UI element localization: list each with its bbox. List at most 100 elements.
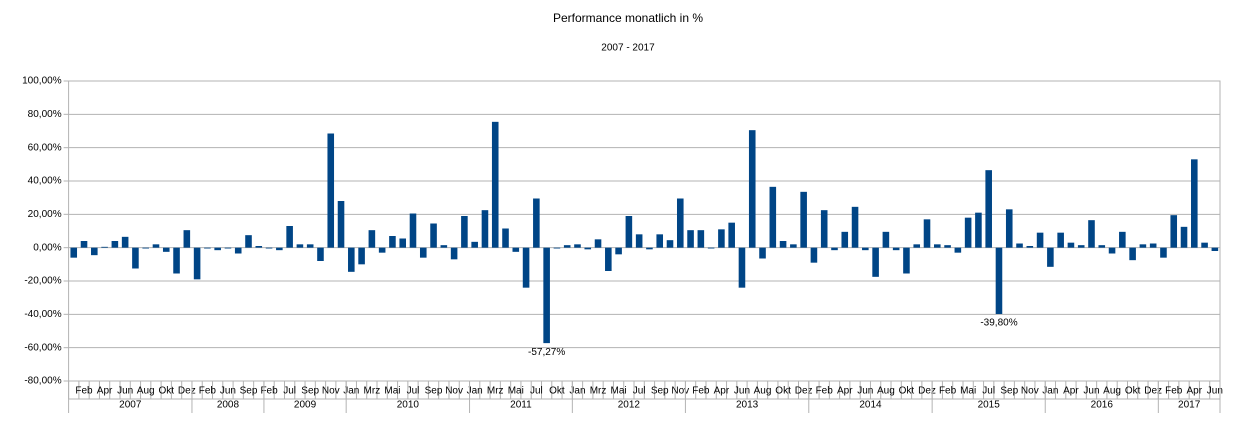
x-tick-label: Aug — [137, 386, 155, 397]
x-tick-label: Jun — [220, 386, 236, 397]
bar — [1098, 245, 1106, 248]
bar — [502, 228, 509, 248]
y-tick-label: 60,00% — [28, 142, 62, 153]
x-tick-label: Feb — [260, 386, 278, 397]
bar — [224, 247, 232, 249]
group-label: 2011 — [510, 400, 532, 411]
group-label: 2010 — [397, 400, 420, 411]
y-tick-label: 20,00% — [28, 209, 62, 220]
bar — [327, 133, 335, 248]
x-tick-label: Okt — [1125, 386, 1141, 397]
bar — [1067, 242, 1075, 248]
bar — [954, 247, 962, 253]
group-label: 2008 — [217, 400, 240, 411]
bar — [1211, 247, 1219, 251]
bar — [553, 247, 561, 249]
x-tick-label: Apr — [1187, 386, 1203, 397]
bar — [800, 191, 807, 248]
bar — [862, 247, 869, 251]
x-tick-label: Jun — [1207, 386, 1223, 397]
bar — [584, 247, 592, 250]
bar — [91, 247, 98, 256]
x-tick-label: Jan — [1042, 386, 1058, 397]
bar — [409, 213, 417, 248]
bar — [265, 247, 273, 249]
x-tick-label: Dez — [918, 386, 936, 397]
bar — [234, 247, 242, 254]
bar — [173, 247, 180, 274]
bar — [903, 247, 910, 274]
y-tick-label: 80,00% — [28, 109, 62, 120]
bar — [605, 247, 612, 271]
group-label: 2012 — [618, 400, 641, 411]
bar — [214, 247, 221, 251]
data-label: -57,27% — [528, 347, 565, 358]
x-tick-label: Apr — [837, 386, 853, 397]
bar — [779, 241, 787, 248]
x-tick-label: Jul — [283, 386, 296, 397]
bar — [440, 245, 448, 248]
bar — [882, 231, 890, 248]
bar — [70, 247, 78, 258]
bar — [1077, 245, 1085, 248]
bar — [676, 198, 684, 248]
x-tick-label: Jun — [117, 386, 133, 397]
bar — [718, 229, 725, 248]
x-tick-label: Feb — [816, 386, 834, 397]
x-tick-label: Nov — [1021, 386, 1039, 397]
bar — [944, 245, 951, 248]
x-tick-label: Mai — [960, 386, 976, 397]
x-tick-label: Mai — [508, 386, 524, 397]
bar — [913, 244, 921, 248]
bar — [1057, 232, 1064, 248]
bar — [337, 201, 345, 248]
bar — [121, 236, 129, 248]
bar — [790, 244, 797, 248]
y-tick-label: -20,00% — [24, 276, 61, 287]
bar — [368, 230, 376, 248]
bar — [892, 247, 900, 251]
group-label: 2014 — [859, 400, 882, 411]
bar — [923, 219, 931, 248]
bar — [296, 244, 304, 248]
x-tick-label: Mrz — [590, 386, 607, 397]
x-tick-label: Sep — [651, 386, 669, 397]
bar — [450, 247, 458, 260]
bar — [471, 241, 478, 248]
bar — [132, 247, 139, 269]
bar — [728, 222, 735, 248]
bar — [820, 210, 828, 248]
x-tick-label: Mrz — [487, 386, 504, 397]
bar — [204, 247, 211, 249]
x-tick-label: Aug — [1103, 386, 1121, 397]
bar — [1201, 242, 1208, 248]
x-tick-label: Jul — [982, 386, 995, 397]
bar — [306, 244, 314, 248]
bar — [512, 247, 520, 252]
bar — [152, 244, 160, 248]
x-tick-label: Feb — [75, 386, 93, 397]
bar — [810, 247, 818, 263]
x-tick-label: Okt — [899, 386, 915, 397]
x-tick-label: Apr — [1063, 386, 1079, 397]
bar — [1191, 159, 1198, 248]
bar — [162, 247, 170, 252]
y-tick-label: -80,00% — [24, 376, 61, 387]
bar — [625, 216, 633, 248]
bar — [748, 130, 756, 248]
bar — [687, 230, 694, 248]
x-tick-label: Okt — [775, 386, 791, 397]
bar — [635, 234, 643, 248]
bar — [461, 216, 468, 248]
x-tick-label: Nov — [322, 386, 340, 397]
bar — [1139, 244, 1147, 248]
bar — [646, 247, 653, 250]
group-label: 2007 — [119, 400, 142, 411]
x-tick-label: Nov — [671, 386, 689, 397]
bar — [975, 212, 982, 248]
bar — [193, 247, 201, 280]
bar — [1026, 246, 1034, 248]
bar — [1088, 220, 1095, 248]
y-tick-label: 40,00% — [28, 176, 62, 187]
x-tick-label: Sep — [240, 386, 258, 397]
